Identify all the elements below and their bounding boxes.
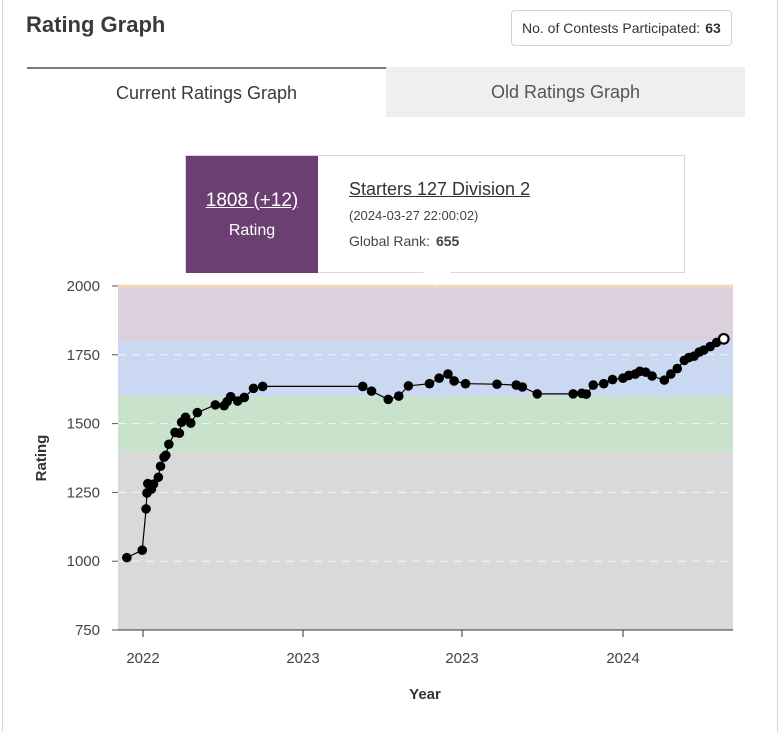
tooltip-pointer [423,272,451,286]
data-point [588,380,599,390]
data-point [155,461,166,472]
y-tick-label: 1750 [67,347,100,364]
tab-current-ratings[interactable]: Current Ratings Graph [27,67,386,117]
data-point [581,389,592,399]
tooltip-global-rank: Global Rank: 655 [349,233,459,249]
contest-tooltip: 1808 (+12) Rating Starters 127 Division … [185,155,685,286]
data-point [357,381,368,392]
x-tick-label: 2023 [286,650,319,667]
data-point [598,378,609,389]
graph-tabs: Current Ratings Graph Old Ratings Graph [27,67,745,117]
data-point [424,378,435,389]
tooltip-contest-date: (2024-03-27 22:00:02) [349,208,479,223]
tooltip-rating-label: Rating [228,222,276,239]
data-point [148,479,159,489]
tooltip-contest-link[interactable]: Starters 127 Division 2 [349,179,531,199]
data-point [137,545,148,555]
data-point [443,369,453,379]
data-point [192,407,203,418]
data-point [257,381,268,392]
data-point [517,382,528,392]
data-point [174,428,185,439]
tab-old-ratings[interactable]: Old Ratings Graph [386,67,745,117]
data-point [492,379,502,390]
y-tick-label: 1500 [67,416,100,433]
tooltip-rank-label: Global Rank: [349,233,430,249]
contests-participated-badge: No. of Contests Participated: 63 [511,10,732,46]
tooltip-rating-value[interactable]: 1808 (+12) [205,190,299,211]
data-point [434,373,444,383]
x-axis-label: Year [409,686,441,703]
data-point [210,400,221,410]
contests-count: 63 [705,20,721,36]
x-tick-label: 2023 [445,650,478,667]
tooltip-rank-value: 655 [435,233,460,249]
data-point [403,381,414,391]
x-tick-label: 2024 [606,650,639,667]
y-tick-label: 750 [75,622,100,639]
y-axis-label: Rating [33,435,50,482]
data-point [164,439,174,450]
data-point [225,391,236,402]
data-point [122,552,132,563]
data-point [366,386,377,396]
data-point [160,450,171,461]
x-tick-label: 2022 [126,650,159,667]
contests-label: No. of Contests Participated: [522,20,701,36]
y-tick-label: 2000 [67,278,100,295]
y-tick-label: 1250 [67,484,100,501]
data-point [607,374,618,385]
data-point [449,376,459,386]
data-point [185,418,196,428]
rating-band-2 [118,341,733,397]
tooltip-rating-panel: 1808 (+12) Rating [186,156,318,273]
y-tick-label: 1000 [67,553,100,570]
rating-band-3 [118,286,733,342]
page-title: Rating Graph [26,12,166,37]
data-point [153,472,164,483]
highlighted-data-point [717,332,730,345]
data-point [141,504,151,514]
data-point [647,371,657,381]
data-point [248,383,259,394]
data-point [659,375,670,385]
data-point [239,392,250,403]
data-point [393,391,404,401]
rating-band-0 [118,451,733,630]
data-point [532,389,543,399]
data-point [460,378,471,389]
data-point [568,389,578,399]
data-point [672,363,683,374]
data-point [383,394,394,405]
data-point [666,369,676,379]
